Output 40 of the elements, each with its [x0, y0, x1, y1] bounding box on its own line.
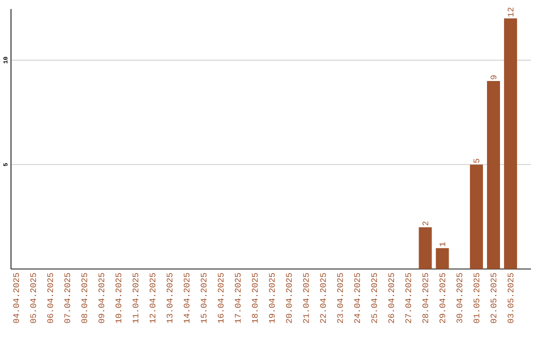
x-tick-label: 21.04.2025: [303, 273, 309, 323]
x-tick-label: 02.05.2025: [490, 273, 496, 324]
bar: [436, 248, 449, 269]
x-tick-label: 11.04.2025: [132, 273, 138, 323]
x-tick-label: 14.04.2025: [184, 273, 190, 323]
x-tick-label: 07.04.2025: [64, 273, 70, 324]
x-tick-label: 29.04.2025: [439, 273, 446, 323]
bar: [418, 227, 432, 269]
data-label: 5: [474, 158, 480, 163]
x-tick-label: 28.04.2025: [422, 273, 428, 323]
bar: [486, 81, 500, 269]
x-tick-label: 05.04.2025: [30, 273, 36, 324]
bar: [470, 164, 483, 269]
data-label: 12: [508, 8, 514, 17]
x-tick-label: 25.04.2025: [371, 273, 378, 323]
x-tick-label: 16.04.2025: [218, 273, 224, 323]
x-tick-label: 27.04.2025: [405, 273, 412, 323]
x-tick-label: 24.04.2025: [354, 273, 360, 323]
x-tick-label: 26.04.2025: [388, 273, 394, 323]
x-tick-label: 08.04.2025: [81, 273, 88, 324]
bar: [504, 18, 518, 269]
x-tick-label: 22.04.2025: [320, 273, 326, 323]
x-tick-label: 23.04.2025: [337, 273, 343, 323]
x-tick-label: 18.04.2025: [252, 273, 258, 323]
x-tick-label: 15.04.2025: [200, 273, 207, 323]
data-label: 1: [440, 242, 446, 246]
x-tick-label: 01.05.2025: [474, 273, 480, 324]
data-label: 9: [490, 75, 496, 80]
x-tick-label: 12.04.2025: [150, 273, 156, 323]
data-label: 2: [422, 222, 428, 226]
x-tick-label: 09.04.2025: [98, 273, 104, 324]
x-tick-label: 03.05.2025: [508, 273, 514, 324]
x-tick-label: 06.04.2025: [47, 273, 54, 324]
x-tick-label: 30.04.2025: [456, 273, 462, 324]
x-tick-label: 04.04.2025: [13, 273, 19, 324]
x-tick-label: 10.04.2025: [116, 273, 122, 323]
x-tick-label: 19.04.2025: [268, 273, 275, 323]
x-tick-label: 20.04.2025: [286, 273, 292, 323]
x-tick-label: 17.04.2025: [234, 273, 241, 323]
x-tick-label: 13.04.2025: [166, 273, 172, 323]
